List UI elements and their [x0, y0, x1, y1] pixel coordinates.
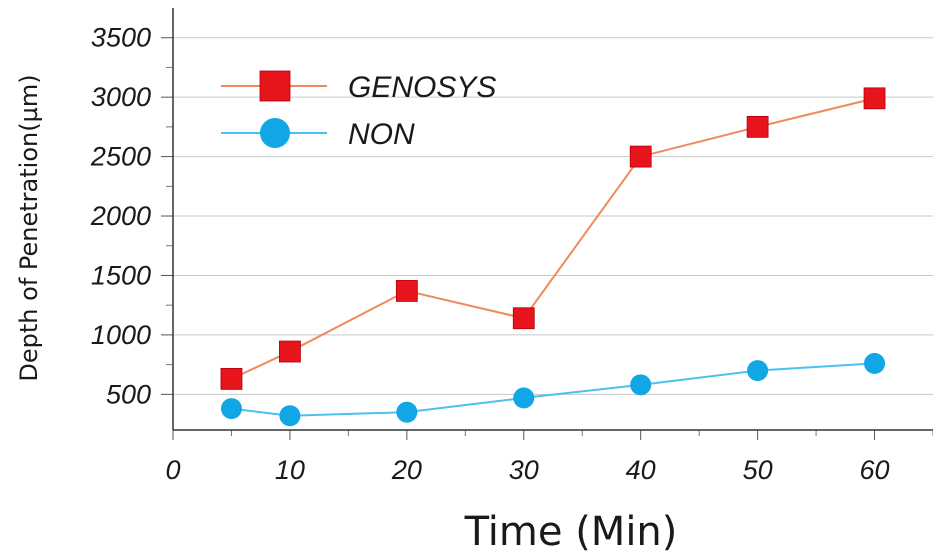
point-non-20: [396, 401, 418, 423]
legend-label-non: NON: [348, 118, 415, 151]
series-line-non: [231, 362, 875, 417]
x-tick-label-50: 50: [743, 455, 773, 485]
point-non-50: [747, 360, 769, 382]
x-tick-label-40: 40: [626, 455, 656, 485]
point-non-60: [864, 352, 886, 374]
series-markers: [220, 87, 886, 427]
point-genosys-60: [863, 87, 886, 110]
x-tick-label-30: 30: [509, 455, 539, 485]
y-tick-label-3000: 3000: [91, 82, 151, 112]
y-tick-label-500: 500: [106, 379, 151, 409]
y-tick-label-1500: 1500: [91, 260, 151, 290]
legend-marker-genosys: [259, 70, 291, 102]
point-non-30: [513, 387, 535, 409]
y-axis-title: Depth of Penetration(µm): [15, 74, 43, 381]
x-tick-label-0: 0: [165, 455, 180, 485]
point-non-5: [220, 398, 242, 420]
point-genosys-10: [279, 340, 301, 363]
y-tick-labels: 500 1000 1500 2000 2500 3000 3500: [90, 23, 151, 410]
legend-label-genosys: GENOSYS: [348, 71, 496, 104]
point-genosys-40: [629, 145, 652, 168]
legend: GENOSYS NON: [221, 70, 496, 151]
y-tick-label-2000: 2000: [90, 201, 151, 231]
gridlines: [173, 37, 933, 395]
point-non-10: [279, 405, 301, 427]
x-tick-label-20: 20: [391, 455, 422, 485]
x-tick-label-10: 10: [275, 455, 305, 485]
series-line-genosys: [231, 97, 875, 380]
y-tick-label-1000: 1000: [91, 320, 151, 350]
minor-ticks: [161, 37, 933, 440]
legend-marker-non: [260, 118, 290, 148]
series-lines: [231, 97, 875, 417]
point-genosys-30: [512, 307, 535, 330]
y-tick-label-2500: 2500: [90, 142, 151, 172]
y-tick-label-3500: 3500: [91, 23, 151, 53]
x-axis-title: Time (Min): [464, 509, 678, 555]
point-genosys-5: [220, 367, 243, 390]
x-tick-label-60: 60: [860, 455, 890, 485]
point-genosys-50: [746, 115, 769, 138]
x-tick-labels: 0 10 20 30 40 50 60: [165, 455, 889, 485]
point-non-40: [630, 374, 652, 396]
point-genosys-20: [395, 280, 418, 302]
